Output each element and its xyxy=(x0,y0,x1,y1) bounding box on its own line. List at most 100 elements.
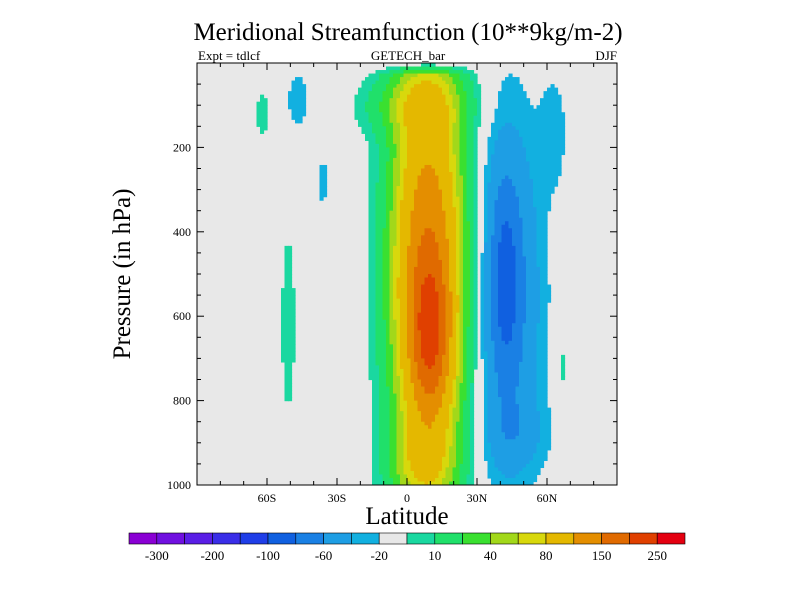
contour-cell xyxy=(494,344,499,349)
contour-cell xyxy=(396,295,401,300)
contour-cell xyxy=(512,397,517,402)
contour-cell xyxy=(379,435,384,440)
contour-cell xyxy=(417,449,422,454)
contour-cell xyxy=(389,337,394,342)
contour-cell xyxy=(372,435,377,440)
contour-cell xyxy=(298,80,303,85)
contour-cell xyxy=(428,460,433,465)
contour-cell xyxy=(375,358,380,363)
contour-cell xyxy=(386,242,391,247)
contour-cell xyxy=(414,87,419,92)
contour-cell xyxy=(400,449,405,454)
contour-cell xyxy=(393,368,398,374)
contour-cell xyxy=(445,446,450,451)
contour-cell xyxy=(466,302,471,307)
contour-cell xyxy=(428,347,433,352)
contour-cell xyxy=(386,91,391,96)
contour-cell xyxy=(505,256,510,261)
contour-cell xyxy=(484,302,489,307)
contour-cell xyxy=(463,115,468,120)
contour-cell xyxy=(466,217,471,222)
contour-cell xyxy=(459,161,464,166)
contour-cell xyxy=(431,281,436,286)
contour-cell xyxy=(393,453,398,458)
contour-cell xyxy=(512,463,517,469)
contour-cell xyxy=(512,207,517,212)
contour-cell xyxy=(487,298,492,303)
contour-cell xyxy=(512,390,517,395)
contour-cell xyxy=(477,101,482,106)
contour-cell xyxy=(438,407,443,412)
contour-cell xyxy=(438,474,443,479)
contour-cell xyxy=(501,372,506,377)
contour-cell xyxy=(452,242,457,247)
contour-cell xyxy=(428,418,433,423)
contour-cell xyxy=(375,231,380,236)
contour-cell xyxy=(473,143,478,148)
contour-cell xyxy=(491,358,496,363)
contour-cell xyxy=(431,136,436,141)
contour-cell xyxy=(438,266,443,272)
contour-cell xyxy=(498,228,503,233)
contour-cell xyxy=(463,298,468,303)
contour-cell xyxy=(368,347,373,352)
contour-cell xyxy=(456,316,461,321)
contour-cell xyxy=(291,87,296,92)
contour-cell xyxy=(463,143,468,148)
contour-cell xyxy=(414,133,419,138)
contour-cell xyxy=(421,231,426,236)
contour-cell xyxy=(480,263,485,268)
contour-cell xyxy=(449,136,454,141)
contour-cell xyxy=(414,333,419,338)
contour-cell xyxy=(284,333,289,338)
contour-cell xyxy=(417,136,422,141)
contour-cell xyxy=(319,175,324,180)
contour-cell xyxy=(400,319,405,324)
contour-cell xyxy=(515,326,520,331)
contour-cell xyxy=(386,129,391,134)
contour-cell xyxy=(424,281,429,286)
contour-cell xyxy=(445,70,450,75)
contour-cell xyxy=(414,386,419,391)
contour-cell xyxy=(417,379,422,384)
subtitle-left: Expt = tdlcf xyxy=(198,48,261,63)
contour-cell xyxy=(375,143,380,148)
contour-cell xyxy=(410,94,415,99)
contour-cell xyxy=(445,252,450,258)
contour-cell xyxy=(445,203,450,208)
contour-cell xyxy=(487,330,492,335)
contour-cell xyxy=(466,361,471,367)
contour-cell xyxy=(459,249,464,254)
contour-cell xyxy=(379,319,384,324)
contour-cell xyxy=(449,186,454,191)
contour-cell xyxy=(424,383,429,388)
contour-cell xyxy=(393,217,398,222)
contour-cell xyxy=(403,119,408,124)
contour-cell xyxy=(421,418,426,423)
contour-cell xyxy=(484,411,489,416)
contour-cell xyxy=(484,386,489,391)
contour-cell xyxy=(442,129,447,134)
contour-cell xyxy=(400,80,405,85)
contour-cell xyxy=(452,263,457,268)
contour-cell xyxy=(375,421,380,426)
contour-cell xyxy=(375,122,380,127)
contour-cell xyxy=(382,80,387,85)
contour-cell xyxy=(375,295,380,300)
contour-cell xyxy=(487,154,492,159)
contour-cell xyxy=(393,470,398,476)
contour-cell xyxy=(372,291,377,296)
contour-cell xyxy=(452,112,457,117)
contour-cell xyxy=(396,256,401,261)
contour-cell xyxy=(508,143,513,148)
contour-cell xyxy=(498,98,503,103)
contour-cell xyxy=(449,133,454,138)
contour-cell xyxy=(421,186,426,191)
contour-cell xyxy=(382,414,387,419)
contour-cell xyxy=(256,122,261,127)
contour-cell xyxy=(368,189,373,194)
contour-cell xyxy=(375,94,380,99)
contour-cell xyxy=(396,126,401,131)
contour-cell xyxy=(505,77,510,82)
contour-cell xyxy=(449,84,454,89)
